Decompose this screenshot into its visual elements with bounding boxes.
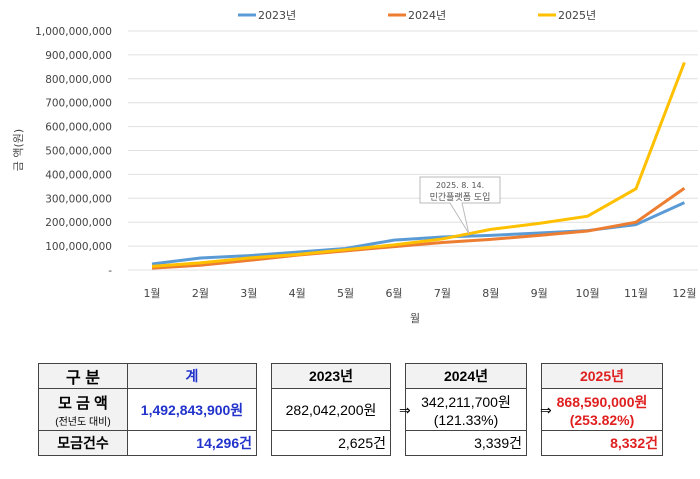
header-category: 구 분 <box>38 363 128 389</box>
legend-label: 2024년 <box>408 9 446 22</box>
x-tick-label: 3월 <box>240 287 257 300</box>
y-tick-label: 1,000,000,000 <box>35 26 112 38</box>
x-tick-label: 12월 <box>672 287 696 300</box>
annotation-callout <box>419 176 501 234</box>
x-tick-label: 9월 <box>531 287 548 300</box>
y-tick-label: 900,000,000 <box>45 50 112 62</box>
count-2025: 8,332건 <box>541 430 663 456</box>
y-tick-label: - <box>108 265 112 277</box>
amount-2023: 282,042,200원 <box>271 388 391 431</box>
line-chart: - 100,000,000 200,000,000 300,000,000 400,00… <box>12 9 698 325</box>
header-2023: 2023년 <box>271 363 391 389</box>
x-tick-label: 7월 <box>434 287 451 300</box>
total-amount: 1,492,843,900원 <box>127 388 257 431</box>
x-tick-label: 4월 <box>289 287 306 300</box>
total-count: 14,296건 <box>127 430 257 456</box>
annotation-text: 민간플랫폼 도입 <box>430 191 491 203</box>
y-tick-label: 200,000,000 <box>45 217 112 229</box>
x-tick-label: 1월 <box>143 287 160 300</box>
series-line-2024년 <box>151 186 686 270</box>
y-tick-label: 300,000,000 <box>45 193 112 205</box>
y-tick-label: 500,000,000 <box>45 146 112 158</box>
x-tick-label: 8월 <box>482 287 499 300</box>
header-total: 계 <box>127 363 257 389</box>
x-tick-label: 11월 <box>624 287 648 300</box>
series-line-2025년 <box>151 61 686 268</box>
y-tick-label: 100,000,000 <box>45 241 112 253</box>
series-line-2023년 <box>151 201 686 266</box>
y-tick-label: 800,000,000 <box>45 74 112 86</box>
y-tick-label: 600,000,000 <box>45 122 112 134</box>
count-label: 모금건수 <box>38 430 128 456</box>
amount-2024: 342,211,700원 (121.33%) <box>405 388 527 431</box>
amount-2025: 868,590,000원 (253.82%) <box>541 388 663 431</box>
count-2023: 2,625건 <box>271 430 391 456</box>
legend-label: 2025년 <box>558 9 596 22</box>
x-tick-label: 6월 <box>385 287 402 300</box>
x-tick-label: 10월 <box>576 287 600 300</box>
count-2024: 3,339건 <box>405 430 527 456</box>
y-axis-label: 금 액(원) <box>12 129 25 171</box>
x-tick-label: 2월 <box>192 287 209 300</box>
amount-label: 모 금 액 (전년도 대비) <box>38 388 128 431</box>
y-tick-label: 700,000,000 <box>45 98 112 110</box>
y-tick-label: 400,000,000 <box>45 169 112 181</box>
annotation-date: 2025. 8. 14. <box>436 181 484 190</box>
arrow-1: ⇒ <box>399 403 411 419</box>
x-tick-label: 5월 <box>337 287 354 300</box>
header-2024: 2024년 <box>405 363 527 389</box>
legend-label: 2023년 <box>258 9 296 22</box>
x-axis-label: 월 <box>410 312 420 325</box>
header-2025: 2025년 <box>541 363 663 389</box>
arrow-2: ⇒ <box>540 403 552 419</box>
summary-table: 구 분 계 2023년 2024년 2025년 모 금 액 (전년도 대비) 1,… <box>38 363 663 456</box>
